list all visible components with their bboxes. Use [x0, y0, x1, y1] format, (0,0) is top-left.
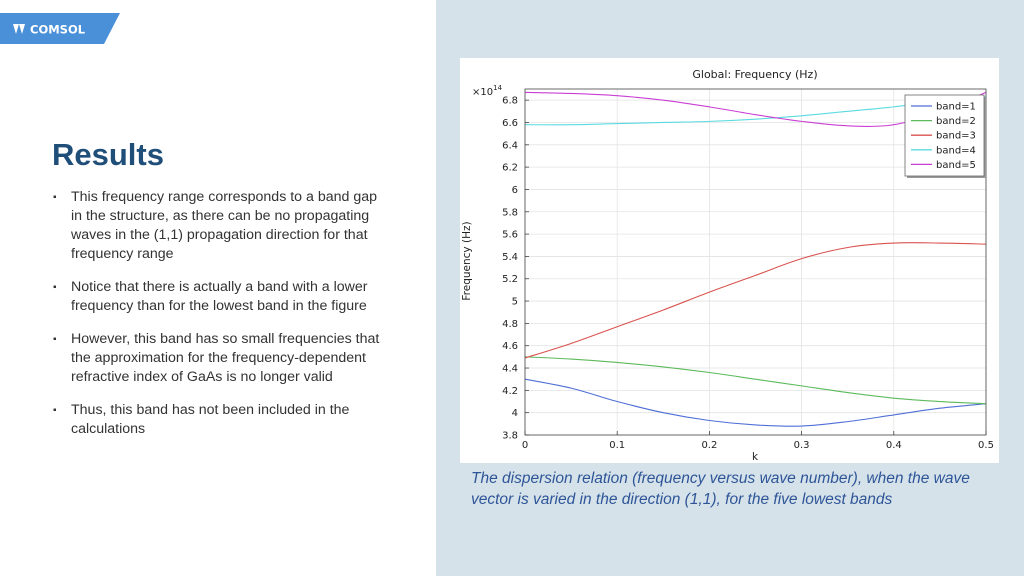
bullet-marker-icon: ▪: [53, 282, 57, 293]
x-tick-label: 0.2: [701, 440, 717, 451]
chart-title: Global: Frequency (Hz): [692, 68, 817, 81]
plot-frame: [524, 88, 987, 436]
y-tick-label: 6.8: [502, 96, 518, 107]
chart-legend: band=1 band=2 band=3 band=4 band=5: [904, 94, 986, 178]
bullet-text: Thus, this band has not been included in…: [71, 402, 350, 437]
bullet-marker-icon: ▪: [53, 405, 57, 416]
bullet-item: ▪ Notice that there is actually a band wi…: [52, 278, 382, 316]
dispersion-chart: 0 0.1 0.2 0.3 0.4 0.5 3.8 4 4.2 4.4 4.6 4.8 5 5.2 5.4 5…: [461, 68, 994, 463]
bullet-list: ▪ This frequency range corresponds to a b…: [52, 188, 382, 453]
bullet-text: Notice that there is actually a band wit…: [71, 279, 368, 314]
bullet-text: This frequency range corresponds to a ba…: [71, 189, 378, 262]
logo-text: COMSOL: [30, 23, 86, 37]
bullet-marker-icon: ▪: [53, 192, 57, 203]
y-tick-label: 5: [512, 297, 518, 308]
bullet-item: ▪ Thus, this band has not been included i…: [52, 401, 382, 439]
bullet-marker-icon: ▪: [53, 334, 57, 345]
y-tick-label: 4.8: [502, 319, 518, 330]
y-tick-label: 6.6: [502, 118, 518, 129]
comsol-logo: COMSOL: [0, 13, 120, 44]
x-tick-label: 0.1: [609, 440, 625, 451]
slide-title: Results: [52, 137, 164, 172]
series-line-band-1: [524, 378, 987, 427]
x-tick-label: 0.5: [978, 440, 994, 451]
bullet-text: However, this band has so small frequenc…: [71, 331, 380, 385]
bullet-item: ▪ However, this band has so small frequen…: [52, 330, 382, 387]
legend-label: band=1: [936, 102, 976, 113]
legend-label: band=4: [936, 145, 976, 156]
y-tick-label: 4: [512, 408, 518, 419]
bullet-item: ▪ This frequency range corresponds to a b…: [52, 188, 382, 264]
figure-caption: The dispersion relation (frequency versu…: [471, 470, 970, 508]
series-line-band-2: [524, 356, 987, 405]
x-axis-label: k: [752, 451, 759, 463]
y-axis-label: Frequency (Hz): [461, 221, 473, 300]
legend-label: band=3: [936, 131, 976, 142]
y-tick-label: 6.2: [502, 163, 518, 174]
y-tick-label: 5.8: [502, 207, 518, 218]
chart-container: 0 0.1 0.2 0.3 0.4 0.5 3.8 4 4.2 4.4 4.6 4.8 5 5.2 5.4 5…: [460, 58, 999, 463]
y-tick-label: 4.4: [502, 364, 518, 375]
y-tick-label: 6: [512, 185, 518, 196]
x-tick-label: 0.4: [886, 440, 902, 451]
y-multiplier-base: ×10: [472, 87, 493, 98]
y-tick-label: 6.4: [502, 140, 518, 151]
x-tick-label: 0: [522, 440, 528, 451]
y-tick-label: 5.2: [502, 274, 518, 285]
y-tick-label: 5.6: [502, 230, 518, 241]
x-tick-label: 0.3: [794, 440, 810, 451]
y-tick-label: 4.6: [502, 341, 518, 352]
legend-label: band=5: [936, 160, 976, 171]
y-tick-label: 5.4: [502, 252, 518, 263]
y-multiplier-exponent: 14: [493, 84, 502, 92]
y-axis-multiplier: ×1014: [472, 84, 503, 98]
y-tick-label: 4.2: [502, 386, 518, 397]
series-line-band-3: [524, 242, 987, 359]
y-tick-label: 3.8: [502, 431, 518, 442]
legend-label: band=2: [936, 116, 976, 127]
